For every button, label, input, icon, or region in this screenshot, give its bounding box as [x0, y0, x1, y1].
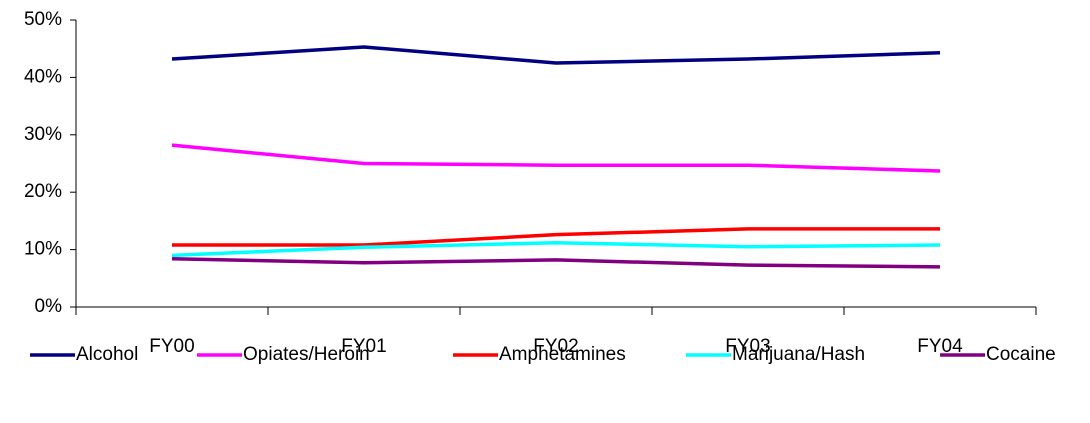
y-tick-label: 20% — [24, 181, 62, 202]
x-tick-label: FY00 — [149, 336, 194, 357]
y-tick-label: 40% — [24, 66, 62, 87]
y-tick-label: 0% — [35, 296, 63, 317]
series-line — [171, 240, 941, 258]
y-tick-label: 10% — [24, 239, 62, 260]
y-tick-label: 50% — [24, 9, 62, 30]
legend-label: Opiates/Heroin — [243, 344, 370, 365]
series-line — [172, 227, 940, 247]
legend-label: Marijuana/Hash — [732, 344, 865, 365]
legend-label: Cocaine — [986, 344, 1056, 365]
series-line — [171, 143, 941, 173]
x-tick-label: FY03 — [725, 336, 770, 357]
legend-label: Amphetamines — [499, 344, 626, 365]
series-line — [171, 257, 941, 269]
y-tick-label: 30% — [24, 124, 62, 145]
series-line — [171, 45, 941, 65]
x-tick-label: FY02 — [533, 336, 578, 357]
x-tick-label: FY01 — [341, 336, 386, 357]
x-tick-label: FY04 — [917, 336, 963, 357]
legend-label: Alcohol — [76, 344, 138, 365]
